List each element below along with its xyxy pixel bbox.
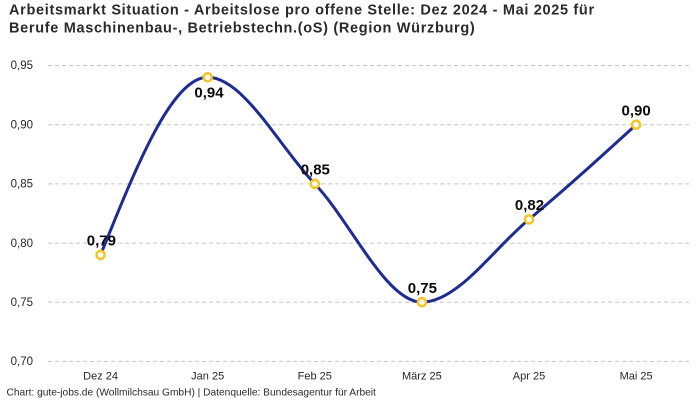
svg-text:0,80: 0,80	[11, 238, 33, 250]
svg-text:0,79: 0,79	[87, 233, 116, 250]
svg-text:0,85: 0,85	[301, 162, 330, 179]
svg-text:Apr 25: Apr 25	[513, 371, 545, 383]
svg-text:0,70: 0,70	[11, 356, 33, 368]
svg-text:Arbeitsmarkt Situation - Arbei: Arbeitsmarkt Situation - Arbeitslose pro…	[9, 3, 595, 19]
svg-text:0,85: 0,85	[11, 179, 33, 191]
svg-text:0,75: 0,75	[408, 280, 437, 297]
svg-text:März 25: März 25	[402, 371, 442, 383]
svg-text:0,75: 0,75	[11, 297, 33, 309]
svg-text:Dez 24: Dez 24	[83, 371, 118, 383]
svg-text:Jan 25: Jan 25	[191, 371, 224, 383]
svg-text:0,90: 0,90	[621, 102, 650, 119]
svg-text:0,95: 0,95	[11, 60, 33, 72]
svg-text:0,94: 0,94	[194, 85, 224, 102]
svg-text:Chart: gute-jobs.de (Wollmilch: Chart: gute-jobs.de (Wollmilchsau GmbH) …	[7, 387, 377, 398]
svg-text:Mai 25: Mai 25	[620, 371, 653, 383]
svg-text:0,90: 0,90	[11, 119, 33, 131]
svg-text:Berufe Maschinenbau-, Betriebs: Berufe Maschinenbau-, Betriebstechn.(oS)…	[9, 21, 475, 37]
svg-text:Feb 25: Feb 25	[298, 371, 332, 383]
svg-text:0,82: 0,82	[515, 197, 544, 214]
